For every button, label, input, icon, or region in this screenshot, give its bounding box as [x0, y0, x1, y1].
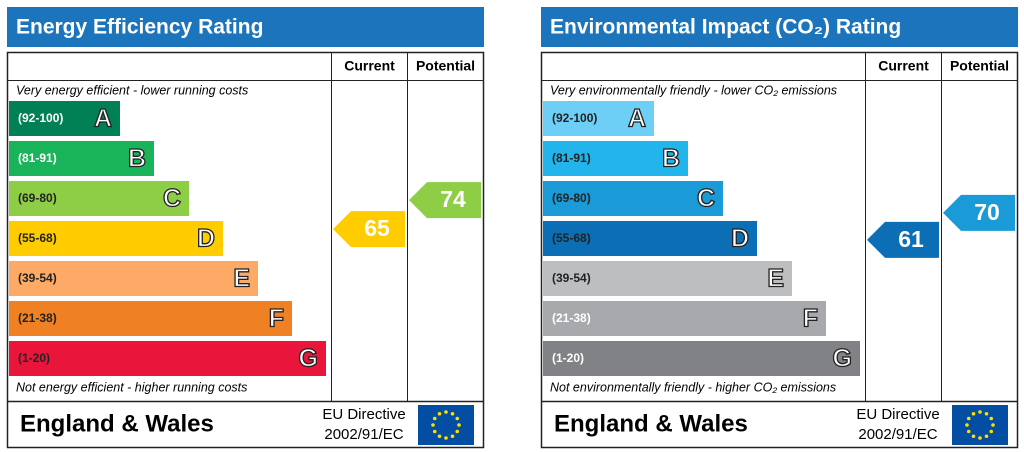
column-header: Potential [416, 58, 475, 74]
band-bar [543, 141, 688, 176]
band-bar [9, 221, 223, 256]
footer-directive: EU Directive [856, 406, 939, 423]
band-bar [9, 141, 154, 176]
panel-title: Environmental Impact (CO₂) Rating [550, 16, 901, 39]
band-range: (92-100) [18, 111, 63, 125]
footer-directive: EU Directive [322, 406, 405, 423]
eu-star [965, 423, 969, 427]
band-range: (69-80) [18, 191, 57, 205]
band-range: (21-38) [18, 311, 57, 325]
eu-star [444, 410, 448, 414]
band-bar [9, 181, 189, 216]
band-bar [543, 301, 826, 336]
band-range: (55-68) [552, 231, 591, 245]
footer-directive: 2002/91/EC [324, 426, 403, 443]
bottom-note: Not environmentally friendly - higher CO… [550, 380, 836, 394]
eu-star [989, 429, 994, 434]
rating-arrow [943, 194, 1015, 231]
eu-star [984, 411, 989, 416]
band-range: (21-38) [552, 311, 591, 325]
band-letter: A [94, 105, 112, 133]
rating-value: 61 [898, 226, 924, 252]
eu-star [966, 429, 971, 434]
eu-star [450, 434, 455, 439]
band-bar [9, 341, 326, 376]
eu-star [455, 416, 460, 421]
band-letter: E [767, 265, 784, 293]
band-range: (69-80) [552, 191, 591, 205]
bottom-note: Not energy efficient - higher running co… [16, 380, 247, 394]
column-header: Current [344, 58, 395, 74]
rating-value: 65 [364, 215, 390, 241]
band-letter: G [833, 345, 852, 373]
epc-panel: Environmental Impact (CO₂) Rating Current… [540, 7, 1019, 449]
footer-region: England & Wales [554, 410, 748, 437]
column-header: Current [878, 58, 929, 74]
eu-star [989, 416, 994, 421]
eu-star [437, 411, 442, 416]
band-range: (92-100) [552, 111, 597, 125]
eu-star [984, 434, 989, 439]
eu-star [991, 423, 995, 427]
eu-star [450, 411, 455, 416]
band-letter: A [628, 105, 646, 133]
band-bar [543, 221, 757, 256]
footer-directive: 2002/91/EC [858, 426, 937, 443]
rating-value: 74 [440, 186, 466, 212]
rating-arrow [333, 211, 405, 248]
eu-star [971, 434, 976, 439]
band-letter: C [697, 185, 715, 213]
band-range: (81-91) [552, 151, 591, 165]
band-bar [9, 101, 120, 136]
band-bar [543, 101, 654, 136]
band-letter: B [128, 145, 146, 173]
eu-star [457, 423, 461, 427]
band-range: (39-54) [552, 271, 591, 285]
table-frame [540, 51, 1019, 449]
band-letter: C [163, 185, 181, 213]
epc-panel: Energy Efficiency Rating Current Potential… [6, 7, 485, 449]
band-bar [543, 261, 792, 296]
eu-star [431, 423, 435, 427]
title-bar [541, 7, 1018, 47]
eu-star [455, 429, 460, 434]
band-range: (1-20) [552, 351, 584, 365]
eu-star [432, 416, 437, 421]
column-header: Potential [950, 58, 1009, 74]
band-range: (55-68) [18, 231, 57, 245]
band-letter: B [662, 145, 680, 173]
table-frame [6, 51, 485, 449]
rating-arrow [867, 221, 939, 258]
title-bar [7, 7, 484, 47]
band-letter: F [269, 305, 284, 333]
eu-star [978, 410, 982, 414]
band-letter: D [197, 225, 215, 253]
band-bar [543, 181, 723, 216]
band-bar [9, 261, 258, 296]
band-range: (1-20) [18, 351, 50, 365]
eu-star [437, 434, 442, 439]
band-letter: F [803, 305, 818, 333]
band-letter: G [299, 345, 318, 373]
panel-title: Energy Efficiency Rating [16, 16, 263, 39]
band-letter: D [731, 225, 749, 253]
rating-value: 70 [974, 199, 1000, 225]
eu-star [978, 436, 982, 440]
band-bar [543, 341, 860, 376]
band-range: (39-54) [18, 271, 57, 285]
band-bar [9, 301, 292, 336]
eu-star [971, 411, 976, 416]
band-letter: E [233, 265, 250, 293]
rating-arrow [409, 182, 481, 219]
band-range: (81-91) [18, 151, 57, 165]
top-note: Very environmentally friendly - lower CO… [550, 83, 837, 97]
eu-star [966, 416, 971, 421]
eu-star [432, 429, 437, 434]
footer-region: England & Wales [20, 410, 214, 437]
top-note: Very energy efficient - lower running co… [16, 83, 248, 97]
eu-star [444, 436, 448, 440]
